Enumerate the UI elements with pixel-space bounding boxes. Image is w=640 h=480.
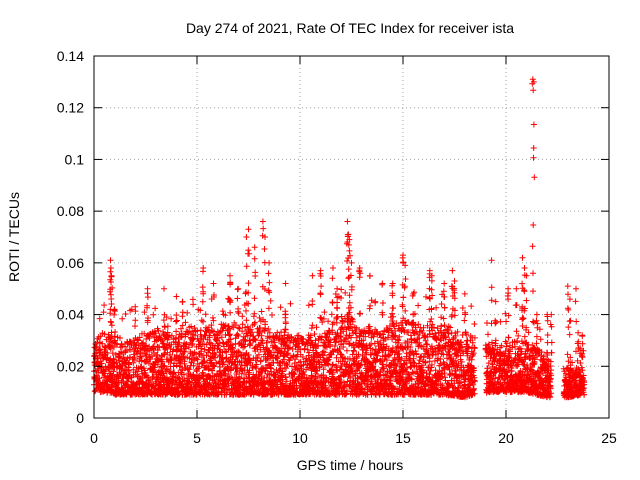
y-axis-label: ROTI / TECUs [6, 192, 22, 282]
y-tick-label: 0.06 [57, 255, 84, 271]
plot-frame [93, 55, 610, 419]
x-tick-label: 20 [498, 430, 514, 446]
y-tick-label: 0.02 [57, 358, 84, 374]
y-tick-label: 0.04 [57, 307, 84, 323]
x-tick-label: 0 [90, 430, 98, 446]
y-tick-label: 0.12 [57, 100, 84, 116]
data-points [91, 76, 588, 401]
x-tick-label: 10 [292, 430, 308, 446]
chart-title: Day 274 of 2021, Rate Of TEC Index for r… [186, 20, 514, 36]
roti-scatter-markers [91, 76, 588, 401]
x-tick-label: 15 [395, 430, 411, 446]
y-tick-label: 0.08 [57, 203, 84, 219]
y-tick-label: 0.14 [57, 48, 84, 64]
axes: 0 0.02 0.04 0.06 0.08 0.1 0.12 0.14 0 5 10 15 20 25 [57, 48, 617, 446]
grid [94, 56, 609, 418]
x-axis-label: GPS time / hours [297, 457, 404, 473]
x-tick-label: 25 [601, 430, 617, 446]
y-tick-label: 0 [76, 410, 84, 426]
y-tick-label: 0.1 [65, 151, 85, 167]
x-tick-label: 5 [193, 430, 201, 446]
